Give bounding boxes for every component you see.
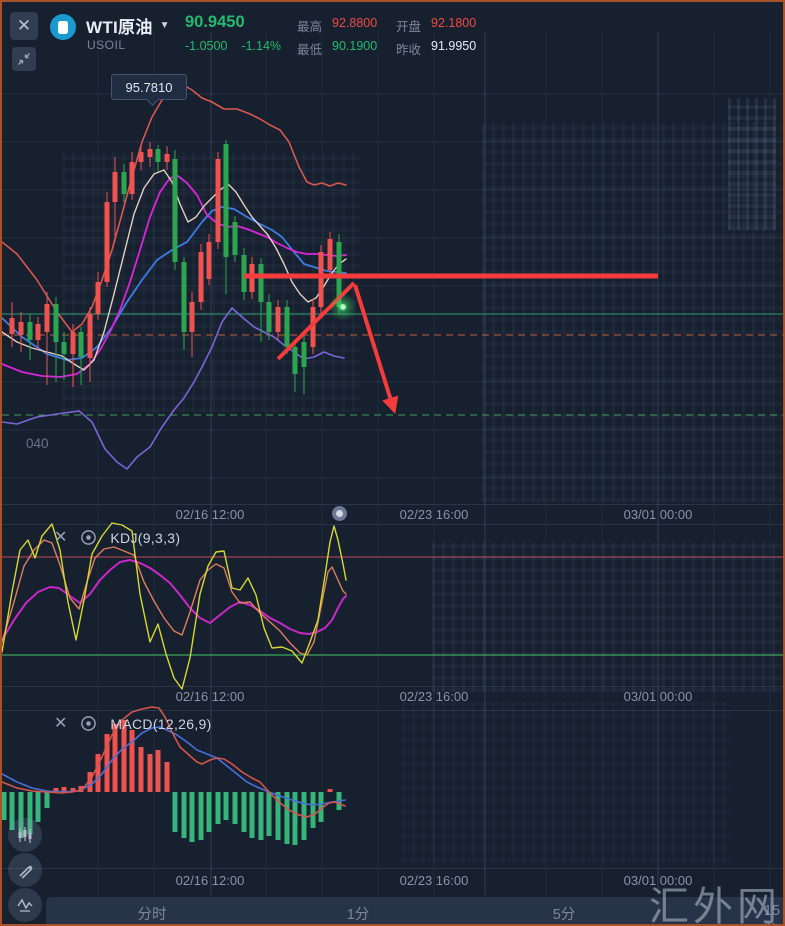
partial-price-label: 040 bbox=[26, 436, 49, 451]
high-label: 最高 bbox=[297, 20, 323, 34]
divider bbox=[2, 524, 783, 525]
time-axis-slider[interactable] bbox=[332, 506, 347, 521]
time-label: 02/16 12:00 bbox=[175, 689, 245, 704]
open-label: 开盘 bbox=[396, 20, 422, 34]
change-percent: -1.14% bbox=[241, 39, 282, 53]
macd-close-icon[interactable]: ✕ bbox=[54, 714, 68, 732]
draw-button[interactable] bbox=[8, 853, 42, 887]
stat-label: 最高 bbox=[297, 16, 322, 35]
symbol-dropdown[interactable]: WTI原油 ▼ bbox=[86, 13, 170, 38]
tab-timeframe-1min[interactable]: 1分 bbox=[346, 907, 370, 923]
drawing-annotations bbox=[244, 273, 658, 415]
background-pattern bbox=[482, 122, 782, 502]
kdj-series bbox=[2, 522, 783, 690]
tab-timeframe-5min[interactable]: 5分 bbox=[552, 907, 576, 923]
price-tooltip: 95.7810 bbox=[111, 74, 187, 106]
background-pattern bbox=[432, 542, 782, 692]
divider bbox=[2, 686, 783, 687]
main-series bbox=[2, 83, 347, 470]
divider bbox=[2, 710, 783, 711]
symbol-code: USOIL bbox=[87, 38, 126, 52]
background-pattern bbox=[728, 98, 776, 230]
close-icon[interactable]: ✕ bbox=[10, 12, 38, 40]
main-reference-lines bbox=[2, 313, 783, 416]
kdj-settings-icon[interactable] bbox=[80, 529, 97, 546]
divider bbox=[2, 868, 783, 869]
time-label: 02/23 16:00 bbox=[399, 507, 469, 522]
chart-type-button[interactable] bbox=[8, 818, 42, 852]
kdj-label: KDJ(9,3,3) bbox=[110, 529, 181, 546]
background-pattern bbox=[402, 702, 732, 862]
chevron-down-icon: ▼ bbox=[159, 20, 170, 31]
collapse-icon[interactable] bbox=[12, 47, 36, 71]
time-label: 02/16 12:00 bbox=[175, 507, 245, 522]
tooltip-value: 95.7810 bbox=[125, 79, 173, 95]
site-watermark: 汇外网 bbox=[649, 885, 781, 926]
time-axis-macd: 02/16 12:00 02/23 16:00 03/01 00:00 bbox=[2, 873, 783, 893]
page-title: WTI原油 bbox=[86, 18, 153, 37]
timeframe-bar bbox=[46, 897, 783, 924]
tooltip-pointer bbox=[146, 93, 159, 106]
time-axis-main: 02/16 12:00 02/23 16:00 03/01 00:00 bbox=[2, 507, 783, 527]
time-label: 03/01 00:00 bbox=[623, 689, 693, 704]
price-change: -1.0500 -1.14% bbox=[185, 39, 281, 53]
stat-1-value: 92.1800 bbox=[431, 16, 477, 30]
divider bbox=[2, 504, 783, 505]
time-label: 03/01 00:00 bbox=[623, 507, 693, 522]
low-label: 最低 bbox=[297, 43, 323, 57]
candles-layer bbox=[9, 140, 342, 394]
prev-close-label: 昨收 bbox=[396, 43, 422, 57]
macd-header: ✕ MACD(12,26,9) bbox=[54, 715, 212, 732]
last-price: 90.9450 bbox=[185, 13, 245, 31]
candlestick-icon bbox=[18, 827, 32, 843]
change-value: -1.0500 bbox=[185, 39, 228, 53]
stat-3-value: 91.9950 bbox=[431, 39, 477, 53]
time-label: 02/16 12:00 bbox=[175, 873, 245, 888]
tab-timeframe-15min[interactable]: 15分 bbox=[763, 903, 781, 924]
time-axis-kdj: 02/16 12:00 02/23 16:00 03/01 00:00 bbox=[2, 689, 783, 709]
wave-icon bbox=[17, 898, 33, 912]
collapse-arrows-icon bbox=[18, 53, 30, 65]
macd-label: MACD(12,26,9) bbox=[110, 715, 212, 732]
gridlines bbox=[2, 32, 783, 895]
stat-0-value: 92.8800 bbox=[332, 16, 378, 30]
stat-2-value: 90.1900 bbox=[332, 39, 378, 53]
kdj-header: ✕ KDJ(9,3,3) bbox=[54, 529, 180, 546]
time-label: 02/23 16:00 bbox=[399, 873, 469, 888]
instrument-icon bbox=[50, 14, 76, 40]
time-label: 03/01 00:00 bbox=[623, 873, 693, 888]
pencil-icon bbox=[18, 864, 33, 879]
background-pattern bbox=[62, 152, 362, 412]
time-label: 02/23 16:00 bbox=[399, 689, 469, 704]
indicator-button[interactable] bbox=[8, 888, 42, 922]
kdj-close-icon[interactable]: ✕ bbox=[54, 528, 68, 546]
price-glow-marker bbox=[329, 293, 357, 321]
tab-timeframe-fenshi[interactable]: 分时 bbox=[137, 907, 167, 923]
macd-settings-icon[interactable] bbox=[80, 715, 97, 732]
